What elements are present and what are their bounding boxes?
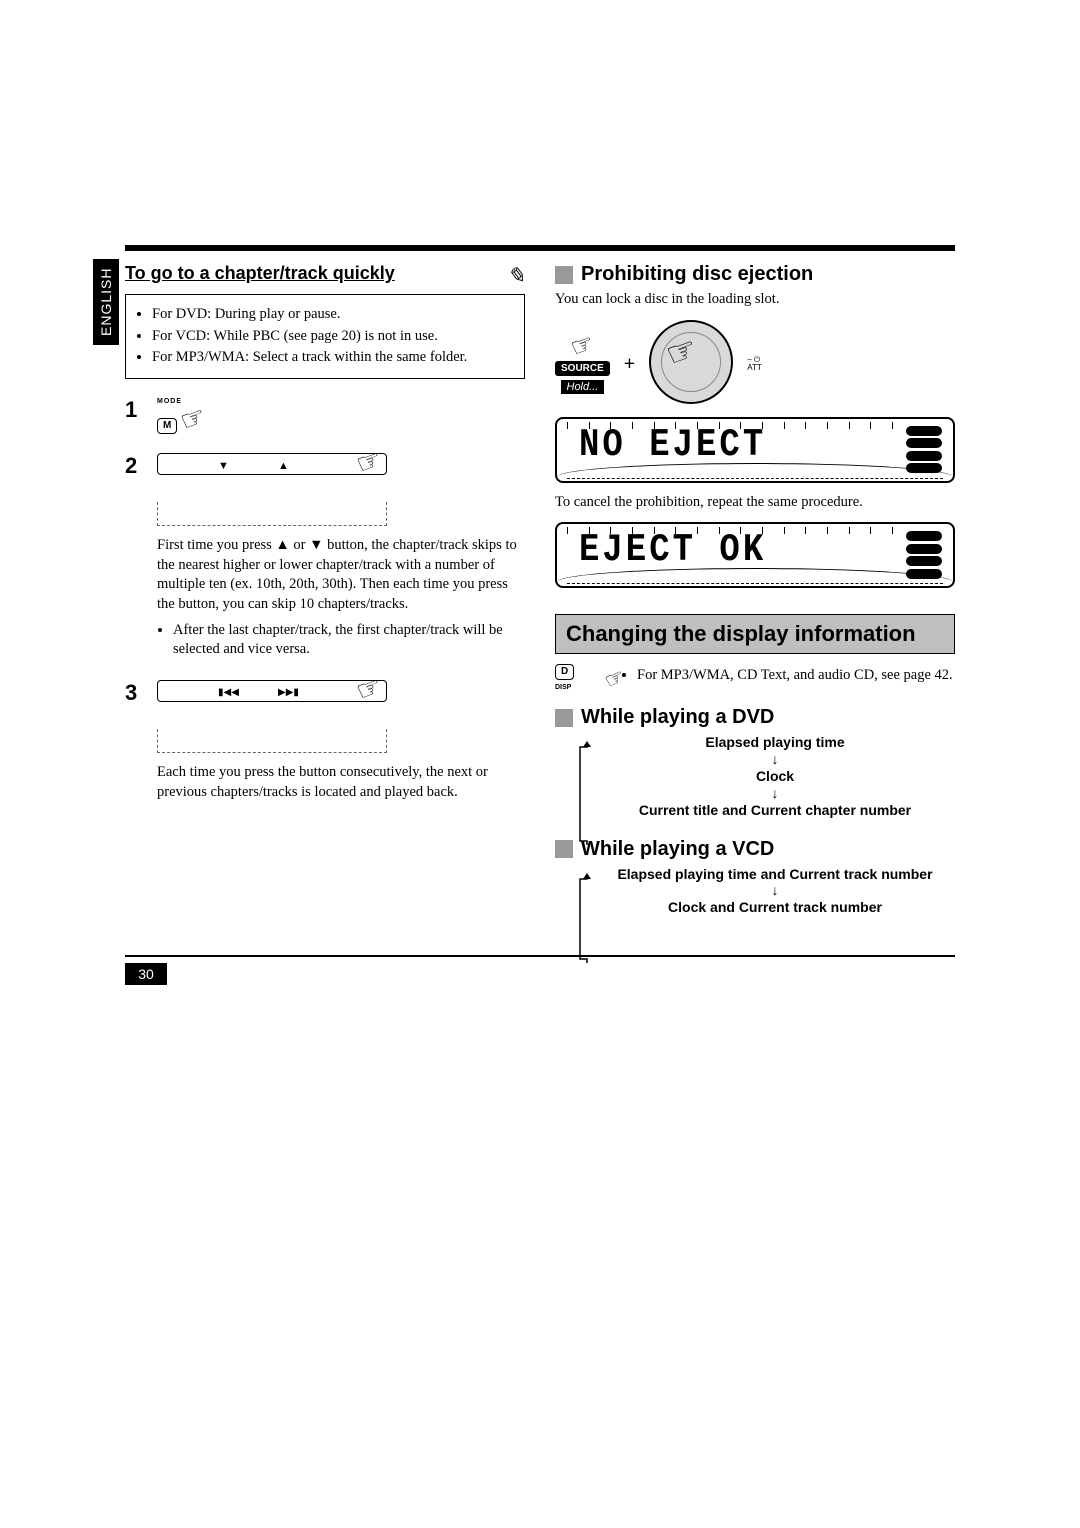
cycle-item: Clock and Current track number: [595, 898, 955, 917]
up-down-bar-illustration: ▼▲: [157, 453, 387, 475]
disp-note-row: D DISP ☞ For MP3/WMA, CD Text, and audio…: [555, 664, 955, 692]
note-item: For VCD: While PBC (see page 20) is not …: [152, 327, 514, 347]
prohibit-intro: You can lock a disc in the loading slot.: [555, 290, 955, 310]
step-3: 3 ▮◀◀▶▶▮ ☞ Each time you press the butto…: [125, 680, 525, 803]
lcd-eject-ok: EJECT OK: [555, 522, 955, 588]
cancel-text: To cancel the prohibition, repeat the sa…: [555, 493, 955, 513]
plus-icon: +: [624, 353, 635, 376]
prev-next-bar-illustration: ▮◀◀▶▶▮: [157, 680, 387, 702]
lcd-no-eject: NO EJECT: [555, 417, 955, 483]
lcd-text: EJECT OK: [579, 529, 766, 573]
step-number: 1: [125, 397, 147, 435]
prohibit-heading: Prohibiting disc ejection: [555, 263, 955, 286]
source-button-label: SOURCE: [555, 361, 610, 376]
cycle-arrow-icon: [577, 739, 591, 849]
motion-lines: [157, 502, 387, 526]
hand-icon: ☞: [353, 445, 386, 480]
step3-paragraph: Each time you press the button consecuti…: [157, 763, 525, 802]
square-bullet-icon: [555, 840, 573, 858]
disp-note: For MP3/WMA, CD Text, and audio CD, see …: [637, 666, 953, 686]
step-2: 2 ▼▲ ☞ First time you press ▲ or ▼ butto…: [125, 453, 525, 662]
hand-icon: ☞: [567, 330, 598, 362]
hand-icon: ☞: [353, 672, 386, 707]
step-number: 3: [125, 680, 147, 803]
lcd-text: NO EJECT: [579, 424, 766, 468]
section-banner: Changing the display information: [555, 614, 955, 654]
lock-illustration: ☞ SOURCE Hold... + ☞ – ⏻ATT: [555, 320, 955, 409]
bottom-rule: [125, 955, 955, 957]
content-columns: To go to a chapter/track quickly ✎ For D…: [125, 263, 955, 917]
step-1: 1 MODE M ☞: [125, 397, 525, 435]
hold-label: Hold...: [561, 380, 605, 394]
prohibit-heading-text: Prohibiting disc ejection: [581, 263, 813, 286]
mode-button-icon: M: [157, 418, 177, 434]
dvd-cycle: Elapsed playing time ↓ Clock ↓ Current t…: [595, 733, 955, 819]
note-item: For DVD: During play or pause.: [152, 305, 514, 325]
square-bullet-icon: [555, 266, 573, 284]
manual-page: ENGLISH To go to a chapter/track quickly…: [125, 245, 955, 917]
motion-lines: [157, 729, 387, 753]
step2-paragraph: First time you press ▲ or ▼ button, the …: [157, 536, 525, 614]
quick-skip-heading: To go to a chapter/track quickly: [125, 263, 395, 284]
vcd-heading-text: While playing a VCD: [581, 838, 774, 861]
right-column: Prohibiting disc ejection You can lock a…: [555, 263, 955, 917]
top-rule: [125, 245, 955, 251]
disp-button-icon: D DISP ☞: [555, 664, 607, 692]
cycle-item: Current title and Current chapter number: [595, 801, 955, 820]
left-column: To go to a chapter/track quickly ✎ For D…: [125, 263, 525, 917]
vcd-heading: While playing a VCD: [555, 838, 955, 861]
context-note-box: For DVD: During play or pause. For VCD: …: [125, 294, 525, 379]
page-number: 30: [125, 963, 167, 985]
mode-label: MODE: [157, 397, 525, 406]
mode-icon: ✎: [507, 263, 525, 289]
square-bullet-icon: [555, 709, 573, 727]
step-number: 2: [125, 453, 147, 662]
vcd-cycle: Elapsed playing time and Current track n…: [595, 865, 955, 918]
language-tab: ENGLISH: [93, 259, 119, 345]
hand-icon: ☞: [177, 403, 210, 438]
dvd-heading: While playing a DVD: [555, 706, 955, 729]
att-label: – ⏻ATT: [747, 356, 762, 372]
step2-bullet: After the last chapter/track, the first …: [173, 621, 525, 660]
dvd-heading-text: While playing a DVD: [581, 706, 774, 729]
note-item: For MP3/WMA: Select a track within the s…: [152, 348, 514, 368]
cycle-arrow-icon: [577, 871, 591, 967]
